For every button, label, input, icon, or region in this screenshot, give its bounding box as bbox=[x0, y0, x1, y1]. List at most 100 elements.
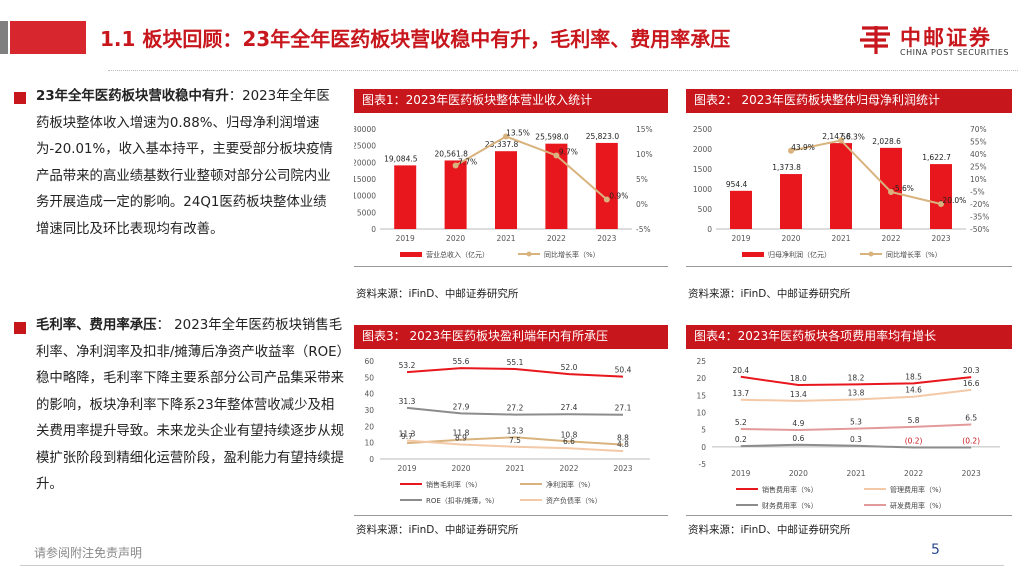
chart-4-series-label: 13.4 bbox=[790, 390, 807, 399]
chart-2-x-tick: 2023 bbox=[931, 234, 950, 243]
chart-4-series-line bbox=[740, 375, 972, 387]
chart-1-y-tick-left: 30000 bbox=[354, 125, 376, 134]
chart-4-series-label: 18.5 bbox=[905, 372, 922, 381]
chart-1-bar-label: 25,823.0 bbox=[586, 132, 620, 141]
chart-3-series-label: 11.8 bbox=[453, 429, 470, 438]
chart-1-bar-label: 25,598.0 bbox=[535, 133, 569, 142]
chart-1-growth-label: 9.7% bbox=[559, 148, 578, 157]
chart-3-series-label: 27.1 bbox=[615, 404, 632, 413]
bullet-2 bbox=[14, 322, 26, 334]
chart-2-growth-point bbox=[938, 201, 944, 207]
chart-1-source-divider bbox=[354, 266, 668, 267]
chart-2-y-tick-left: 1500 bbox=[693, 165, 712, 174]
chart-4-series-line bbox=[740, 443, 972, 449]
chart-4-x-tick: 2019 bbox=[731, 469, 750, 478]
paragraph-2-body: ： 2023年全年医药板块销售毛利率、净利润率及扣非/摊薄后净资产收益率（ROE… bbox=[36, 318, 344, 492]
chart-2-growth-label: 43.9% bbox=[791, 143, 815, 152]
chart-2-bar bbox=[930, 164, 952, 229]
chart-2-y-tick-right: 70% bbox=[970, 125, 987, 134]
chart-2-bar bbox=[880, 147, 902, 229]
chart-4-series-label: 18.2 bbox=[848, 373, 865, 382]
chart-1-legend-line-marker bbox=[526, 251, 532, 257]
chart-4-source-divider bbox=[686, 515, 1012, 516]
chart-2-y-tick-left: 500 bbox=[698, 205, 713, 214]
chart-4-y-tick: 20 bbox=[696, 374, 706, 383]
chart-1-y-tick-left: 15000 bbox=[354, 175, 376, 184]
chart-2-legend-line-marker bbox=[868, 251, 874, 257]
paragraph-1-heading: 23年全年医药板块营收稳中有升 bbox=[36, 89, 229, 104]
chart-3-series-label: 11.3 bbox=[399, 430, 416, 439]
chart-3-y-tick: 10 bbox=[364, 439, 374, 448]
chart-4-y-tick: 25 bbox=[696, 357, 706, 366]
chart-4-series-label: 6.5 bbox=[965, 414, 977, 423]
chart-4-series-label: 16.6 bbox=[963, 379, 980, 388]
chart-3-series-label: 7.5 bbox=[509, 436, 521, 445]
chart-2-legend-bar-label: 归母净利润（亿元） bbox=[768, 250, 831, 259]
chart-4-series-line bbox=[740, 423, 972, 432]
chart-1-legend-bar-label: 营业总收入（亿元） bbox=[426, 250, 489, 259]
chart-2-y-tick-left: 1000 bbox=[693, 185, 712, 194]
chart-1-growth-label: 0.9% bbox=[609, 192, 628, 201]
chart-4-legend-label: 研发费用率（%） bbox=[890, 501, 946, 510]
chart-3-series-label: 4.8 bbox=[617, 440, 629, 449]
chart-2-bar bbox=[730, 190, 752, 229]
chart-3-series-label: 6.6 bbox=[563, 437, 575, 446]
chart-2-growth-label: 56.3% bbox=[841, 132, 865, 141]
chart-3-legend-label: ROE（扣非/摊薄，%） bbox=[426, 496, 499, 505]
chart-1-svg: 0 5000 10000 15000 20000 25000 30000 -5% 0% 5% 10%… bbox=[354, 125, 653, 259]
chart-2-bar-label: 2,028.6 bbox=[872, 137, 901, 146]
chart-3-title: 图表3： 2023年医药板块盈利端年内有所承压 bbox=[354, 325, 668, 347]
chart-4-y-tick: 10 bbox=[696, 409, 706, 418]
chart-4-series-label: (0.2) bbox=[905, 437, 923, 446]
chart-3-source-divider bbox=[354, 515, 668, 516]
chart-2-legend-line-label: 同比增长率（%） bbox=[886, 250, 942, 259]
chart-1-y-tick-left: 5000 bbox=[357, 208, 376, 217]
chart-1-bar bbox=[595, 142, 618, 229]
chart-1-source: 资料来源：iFinD、中邮证券研究所 bbox=[356, 288, 519, 300]
chart-1-y-tick-right: -5% bbox=[636, 225, 651, 234]
chart-4-y-tick: -5 bbox=[699, 460, 707, 469]
chart-1-bar bbox=[444, 160, 467, 229]
chart-3-series-line bbox=[406, 436, 624, 446]
chart-4-y-tick: 5 bbox=[701, 426, 706, 435]
chart-4-series-label: 14.6 bbox=[905, 386, 922, 395]
chart-2-y-tick-right: 40% bbox=[970, 150, 987, 159]
chart-2-bar-label: 2,147.8 bbox=[822, 132, 851, 141]
chart-4-series-label: 20.3 bbox=[963, 366, 980, 375]
chart-4-x-tick: 2021 bbox=[846, 469, 865, 478]
chart-1-y-tick-left: 25000 bbox=[354, 142, 376, 151]
chart-3-y-tick: 20 bbox=[364, 422, 374, 431]
disclaimer-note: 请参阅附注免责声明 bbox=[34, 546, 143, 560]
paragraph-2-heading: 毛利率、费用率承压 bbox=[36, 318, 157, 333]
chart-2-bar-label: 1,622.7 bbox=[922, 153, 951, 162]
chart-panel-4: 图表4：2023年医药板块各项费用率均有增长 -5 0 5 10 15 20 25 2019 2… bbox=[686, 325, 1012, 540]
chart-4-legend-label: 财务费用率（%） bbox=[762, 501, 818, 510]
chart-2-y-tick-right: 25% bbox=[970, 163, 987, 172]
chart-4-source: 资料来源：iFinD、中邮证券研究所 bbox=[688, 524, 851, 536]
chart-4-series-label: 20.4 bbox=[732, 366, 749, 375]
chart-3-x-tick: 2022 bbox=[559, 464, 578, 473]
chart-1-y-tick-right: 10% bbox=[636, 150, 653, 159]
chart-2-growth-line bbox=[790, 139, 942, 205]
chart-4-series-label: 0.2 bbox=[735, 435, 747, 444]
chart-1-growth-line bbox=[455, 135, 608, 201]
paragraph-1-body: ：2023年全年医药板块整体收入增速为0.88%、归母净利润增速为-20.01%… bbox=[36, 89, 333, 237]
footer-divider bbox=[20, 565, 1004, 566]
chart-3-x-tick: 2020 bbox=[451, 464, 470, 473]
chart-1-bar bbox=[545, 143, 568, 229]
chart-4-series-label: 5.2 bbox=[735, 418, 747, 427]
chart-2-growth-label: -5.6% bbox=[892, 184, 914, 193]
chart-3-legend-label: 资产负债率（%） bbox=[546, 496, 602, 505]
logo-cn-text: 中邮证券 bbox=[900, 26, 992, 50]
chart-1-y-tick-left: 10000 bbox=[354, 192, 376, 201]
chart-1-y-tick-right: 5% bbox=[636, 175, 648, 184]
page-title: 1.1 板块回顾：23年全年医药板块营收稳中有升，毛利率、费用率承压 bbox=[100, 27, 731, 51]
chart-2-legend-bar-swatch bbox=[742, 252, 764, 257]
chart-2-title-line bbox=[686, 111, 1012, 113]
chart-2-source: 资料来源：iFinD、中邮证券研究所 bbox=[688, 288, 851, 300]
chart-panel-3: 图表3： 2023年医药板块盈利端年内有所承压 0 10 20 30 40 50 60 201… bbox=[354, 325, 668, 540]
chart-2-bar bbox=[780, 174, 802, 229]
chart-4-x-tick: 2022 bbox=[904, 469, 923, 478]
chart-2-y-tick-left: 0 bbox=[707, 225, 712, 234]
chart-3-svg: 0 10 20 30 40 50 60 2019 2020 2021 2022 2023 53.2 55.… bbox=[364, 357, 650, 505]
